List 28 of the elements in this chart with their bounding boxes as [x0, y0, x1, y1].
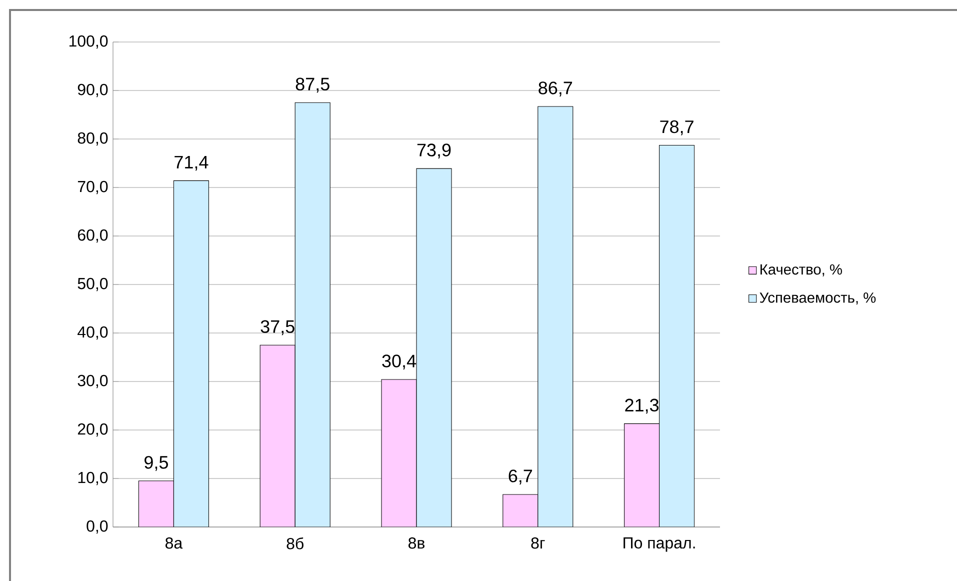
y-tick-label: 0,0	[86, 520, 108, 534]
data-label: 87,5	[296, 78, 330, 93]
y-tick-label: 60,0	[78, 229, 108, 243]
x-tick-label: 8б	[286, 537, 304, 550]
x-tick-label: 8г	[531, 537, 545, 549]
y-tick-label: 80,0	[78, 132, 108, 146]
y-tick-label: 40,0	[78, 326, 108, 340]
legend-label: Качество, %	[760, 264, 842, 276]
data-label: 30,4	[382, 354, 416, 370]
y-tick-label: 100,0	[69, 35, 108, 49]
data-label: 37,5	[260, 320, 294, 336]
x-tick-label: 8а	[166, 537, 183, 549]
data-label: 9,5	[144, 456, 168, 471]
y-tick-label: 70,0	[78, 180, 108, 194]
data-label: 86,7	[538, 82, 572, 96]
y-tick-label: 20,0	[78, 423, 108, 437]
y-tick-label: 90,0	[78, 84, 108, 98]
x-tick-label: 8в	[408, 537, 424, 549]
y-tick-label: 10,0	[78, 472, 108, 486]
legend-label: Успеваемость, %	[760, 292, 876, 305]
y-tick-label: 30,0	[78, 374, 108, 388]
x-tick-label: По парал.	[624, 537, 695, 552]
data-label: 71,4	[174, 156, 208, 171]
data-label: 21,3	[625, 398, 659, 414]
y-tick-label: 50,0	[78, 278, 108, 292]
data-label: 78,7	[660, 120, 694, 136]
data-label: 73,9	[417, 144, 451, 159]
data-label: 6,7	[508, 470, 532, 484]
